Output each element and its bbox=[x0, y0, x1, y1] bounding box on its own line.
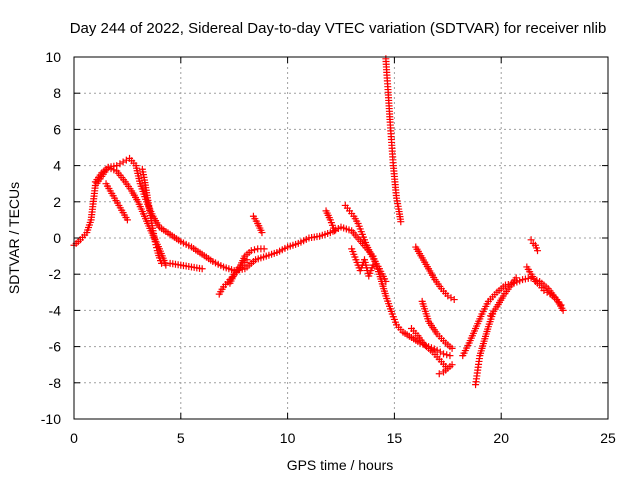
y-tick-label: 0 bbox=[53, 230, 61, 246]
series-track-m bbox=[412, 243, 458, 304]
data-point bbox=[557, 301, 565, 309]
data-point bbox=[250, 246, 258, 254]
y-tick-label: 10 bbox=[45, 49, 61, 65]
series-track-o bbox=[418, 297, 456, 352]
data-point bbox=[443, 351, 451, 359]
x-tick-label: 0 bbox=[70, 430, 78, 446]
data-point bbox=[440, 350, 448, 358]
series-track-i bbox=[322, 207, 339, 235]
x-tick-label: 20 bbox=[493, 430, 509, 446]
chart-title: Day 244 of 2022, Sidereal Day-to-day VTE… bbox=[70, 20, 607, 37]
series-track-r bbox=[472, 310, 497, 389]
grid-layer bbox=[74, 57, 608, 419]
x-axis-label: GPS time / hours bbox=[287, 457, 394, 473]
data-point bbox=[446, 352, 454, 360]
y-tick-label: -2 bbox=[49, 266, 62, 282]
series-track-g bbox=[226, 245, 268, 287]
y-tick-label: 2 bbox=[53, 194, 61, 210]
x-tick-label: 25 bbox=[600, 430, 616, 446]
data-point bbox=[435, 370, 443, 378]
series-track-p bbox=[435, 361, 456, 378]
data-point bbox=[369, 261, 377, 269]
series-track-k bbox=[348, 245, 377, 280]
series-track-e bbox=[166, 259, 206, 273]
data-point bbox=[152, 241, 160, 249]
y-tick-label: 6 bbox=[53, 121, 61, 137]
data-point bbox=[534, 247, 542, 255]
data-point bbox=[512, 274, 520, 282]
data-point bbox=[559, 306, 567, 314]
y-axis-label: SDTVAR / TECUs bbox=[6, 182, 22, 294]
x-tick-label: 10 bbox=[280, 430, 296, 446]
data-point bbox=[123, 216, 131, 224]
series-track-t bbox=[523, 263, 565, 309]
series-track-h bbox=[249, 212, 266, 237]
y-tick-label: -4 bbox=[49, 302, 62, 318]
data-point bbox=[450, 296, 458, 304]
y-tick-label: -10 bbox=[41, 411, 61, 427]
series-track-q bbox=[459, 274, 567, 360]
data-point bbox=[151, 238, 159, 246]
data-point bbox=[116, 160, 124, 168]
series-track-b bbox=[91, 163, 170, 269]
x-tick-label: 15 bbox=[387, 430, 403, 446]
series-track-j bbox=[341, 201, 390, 285]
y-tick-label: -6 bbox=[49, 339, 62, 355]
data-point bbox=[260, 245, 268, 253]
axis-ticks: 0 5 10 15 20 25 -10 -8 -6 -4 -2 0 2 4 6 8 10 bbox=[41, 49, 616, 446]
data-point bbox=[122, 156, 130, 164]
data-point bbox=[397, 218, 405, 226]
data-point bbox=[247, 247, 255, 255]
data-point bbox=[448, 361, 456, 369]
data-point bbox=[448, 344, 456, 352]
series-track-n bbox=[407, 325, 450, 371]
data-points bbox=[70, 55, 567, 389]
y-tick-label: -8 bbox=[49, 375, 62, 391]
series-track-c bbox=[102, 180, 131, 224]
series-track-s bbox=[487, 274, 520, 320]
y-tick-label: 4 bbox=[53, 158, 61, 174]
y-tick-label: 8 bbox=[53, 85, 61, 101]
series-track-l bbox=[382, 55, 405, 226]
data-point bbox=[331, 227, 339, 235]
data-point bbox=[153, 244, 161, 252]
x-tick-label: 5 bbox=[177, 430, 185, 446]
data-point bbox=[527, 236, 535, 244]
data-point bbox=[158, 259, 166, 267]
data-point bbox=[382, 277, 390, 285]
series-track-u bbox=[527, 236, 542, 255]
data-point bbox=[198, 265, 206, 273]
data-point bbox=[258, 229, 266, 237]
data-point bbox=[119, 158, 127, 166]
data-point bbox=[162, 261, 170, 269]
series-track-d bbox=[138, 165, 166, 267]
data-point bbox=[447, 294, 455, 302]
